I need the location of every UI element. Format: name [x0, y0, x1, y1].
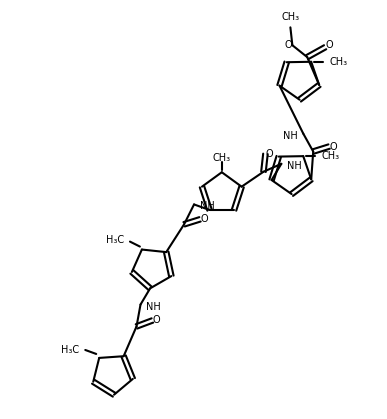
Text: O: O [284, 40, 292, 50]
Text: NH: NH [146, 302, 161, 312]
Text: NH: NH [200, 202, 215, 212]
Text: CH₃: CH₃ [321, 151, 339, 161]
Text: O: O [325, 40, 333, 50]
Text: O: O [200, 215, 208, 224]
Text: NH: NH [287, 161, 302, 171]
Text: CH₃: CH₃ [213, 153, 231, 163]
Text: H₃C: H₃C [61, 345, 79, 355]
Text: CH₃: CH₃ [329, 57, 347, 67]
Text: H₃C: H₃C [106, 235, 124, 245]
Text: NH: NH [283, 131, 297, 141]
Text: CH₃: CH₃ [281, 13, 300, 23]
Text: O: O [265, 149, 273, 159]
Text: O: O [152, 316, 160, 326]
Text: O: O [329, 142, 337, 152]
